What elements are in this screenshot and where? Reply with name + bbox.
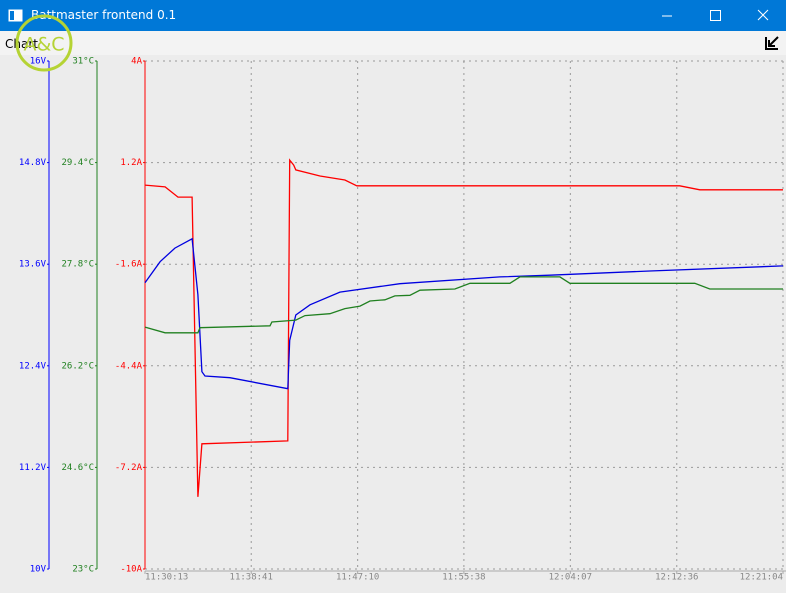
window-title: Battmaster frontend 0.1 <box>31 8 177 22</box>
y-tick-label: -10A <box>120 565 142 575</box>
x-tick-label: 12:04:07 <box>549 573 592 583</box>
y-tick-label: 1.2A <box>120 158 142 168</box>
y-tick-label: 12.4V <box>19 361 47 371</box>
y-tick-label: 27.8°C <box>61 260 94 270</box>
y-tick-label: 23°C <box>72 565 94 575</box>
x-tick-label: 12:12:36 <box>655 573 698 583</box>
logo-text: A&C <box>23 34 64 56</box>
x-tick-label: 12:21:04 <box>740 573 783 583</box>
menu-item[interactable]: Chart <box>5 37 38 51</box>
data-line <box>144 158 783 497</box>
y-tick-label: -1.6A <box>115 260 143 270</box>
y-tick-label: -4.4A <box>115 361 143 371</box>
maximize[interactable] <box>710 10 721 21</box>
chart: 4A 1.2A -1.6A -4.4A -7.2A -10A 31°C 29.4°C 27.8°… <box>19 57 786 583</box>
logo-ring <box>15 14 73 72</box>
plot-area <box>145 61 786 569</box>
y-tick-label: -7.2A <box>115 463 143 473</box>
title-bar: Battmaster frontend 0.1 <box>0 0 786 31</box>
close[interactable] <box>757 9 769 21</box>
x-tick-label: 11:30:13 <box>145 573 188 583</box>
menu-bar: Chart <box>0 31 786 55</box>
y-tick-label: 14.8V <box>19 158 47 168</box>
y-tick-label: 4A <box>131 57 142 67</box>
y-tick-label: 16V <box>30 57 47 67</box>
y-tick-label: 26.2°C <box>61 361 94 371</box>
y-tick-label: 13.6V <box>19 260 47 270</box>
y-tick-label: 31°C <box>72 57 94 67</box>
x-tick-label: 11:47:10 <box>336 573 379 583</box>
logo: A&C <box>15 14 73 72</box>
y-tick-label: 10V <box>30 565 47 575</box>
export-icon[interactable] <box>763 33 783 53</box>
app-icon <box>8 9 23 22</box>
x-tick-label: 11:38:41 <box>230 573 273 583</box>
app-icon-part <box>10 11 14 20</box>
y-tick-label: 29.4°C <box>61 158 94 168</box>
data-line <box>144 276 783 334</box>
y-tick-label: 11.2V <box>19 463 47 473</box>
window-controls <box>8 9 769 22</box>
x-tick-label: 11:55:38 <box>442 573 485 583</box>
y-tick-label: 24.6°C <box>61 463 94 473</box>
data-line <box>144 237 784 390</box>
